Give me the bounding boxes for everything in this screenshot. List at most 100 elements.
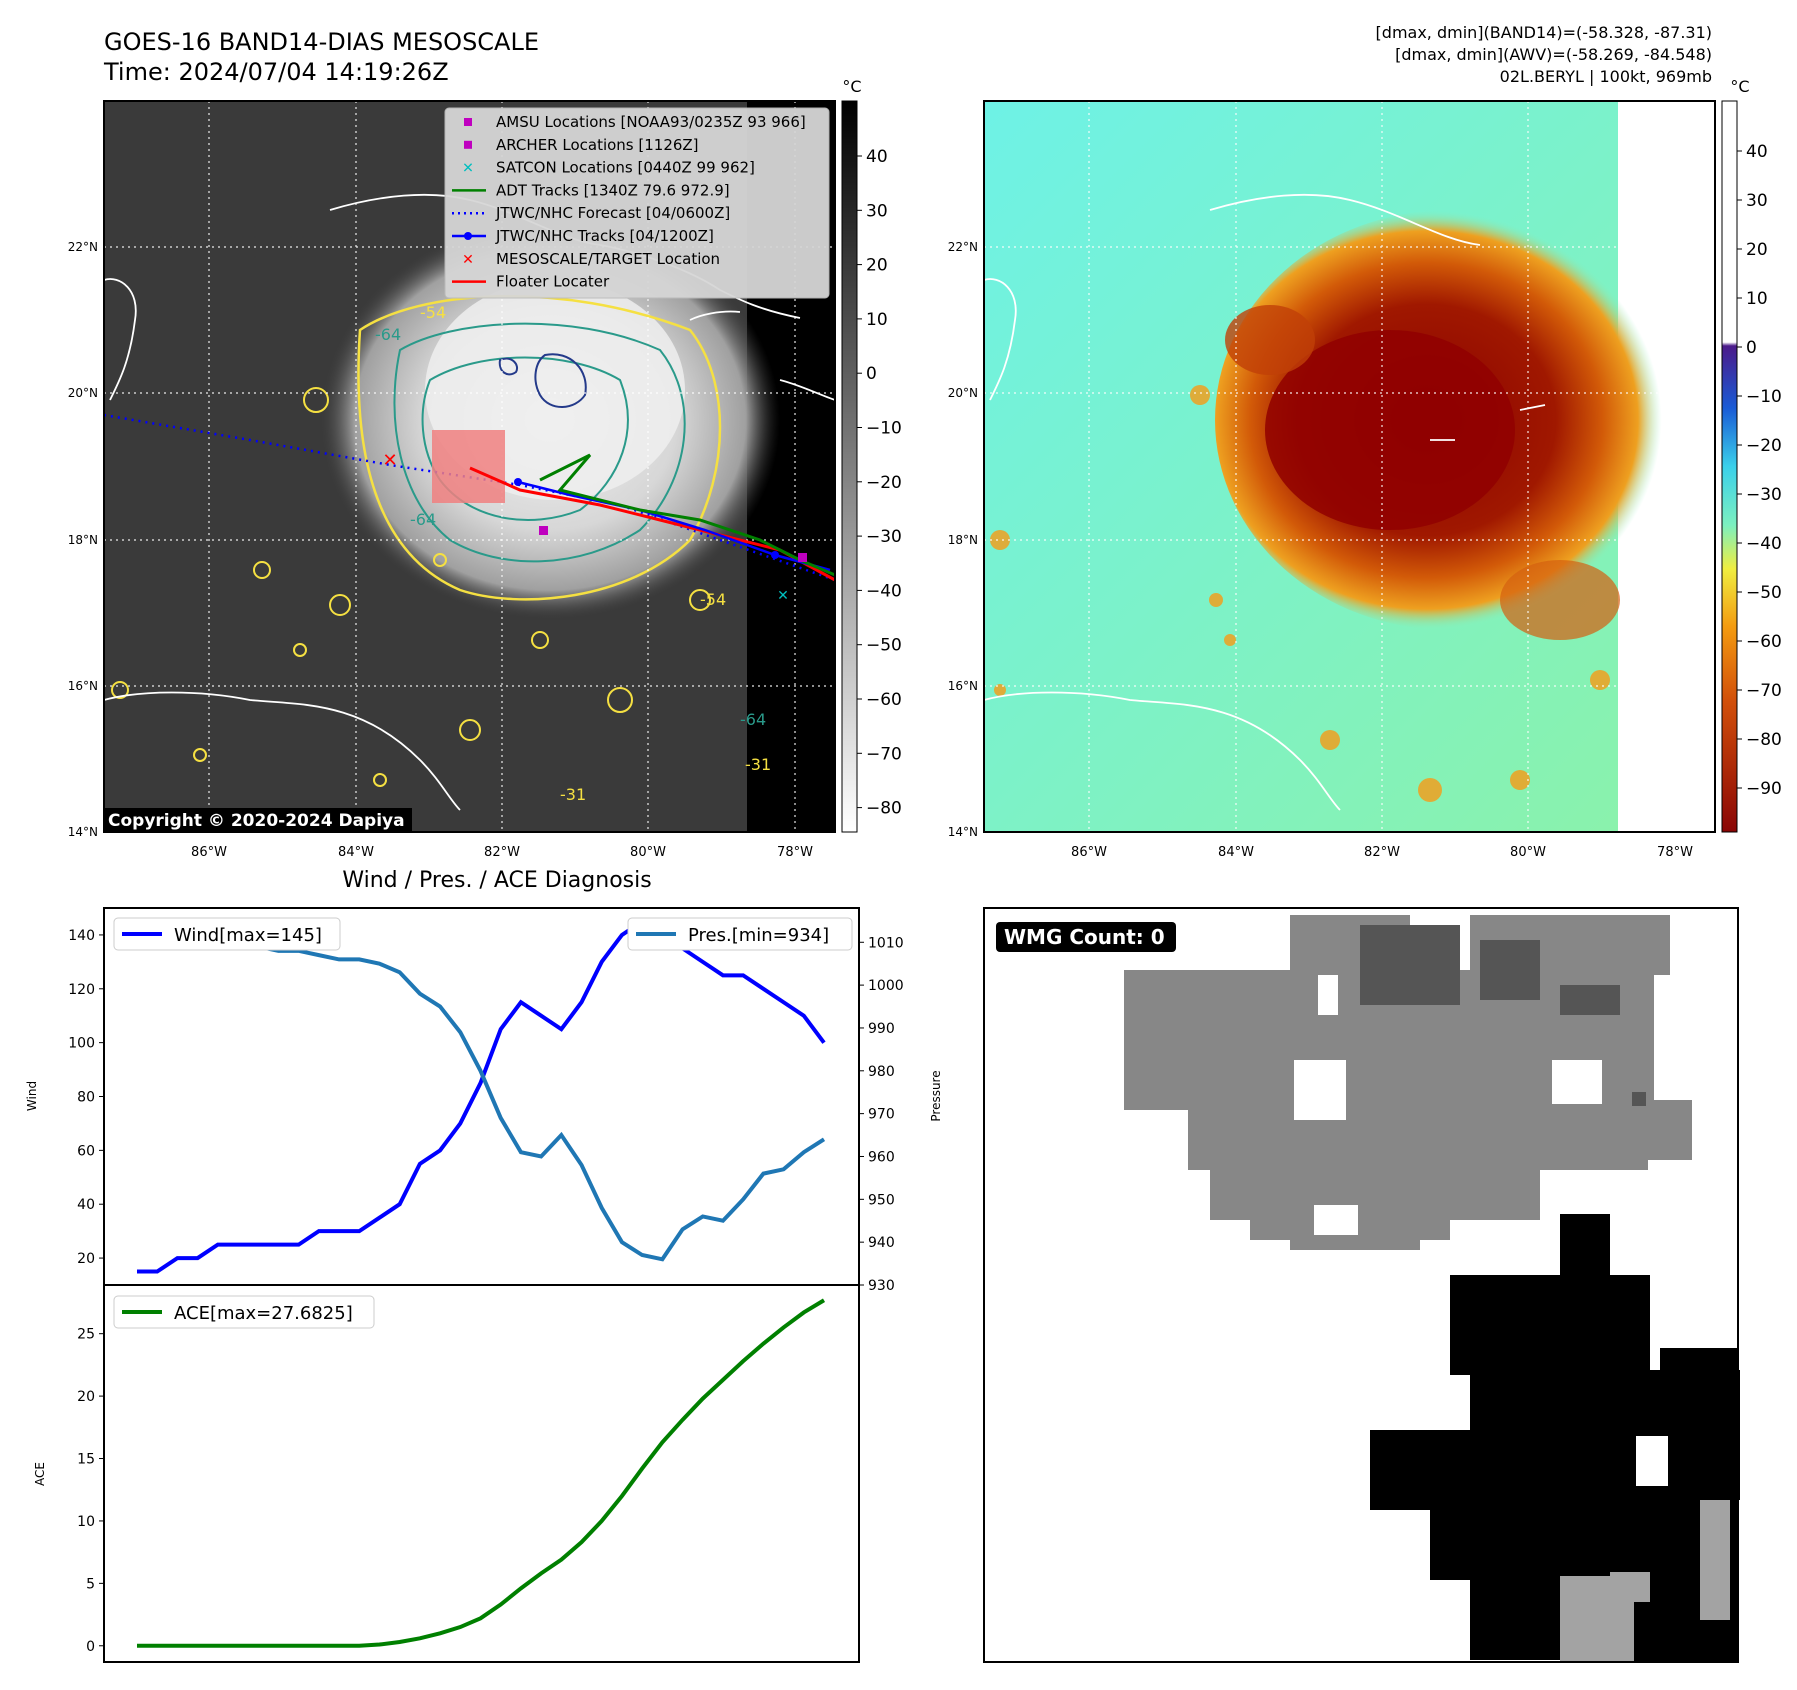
wmg-light-gray-region [1560, 1500, 1730, 1662]
cbar-tick-label: −50 [1746, 583, 1782, 603]
legend-label: JTWC/NHC Forecast [04/0600Z] [495, 204, 730, 222]
lat-tick-label: 14°N [68, 825, 98, 839]
wmg-panel: WMG Count: 0 [983, 907, 1740, 1663]
legend-marker-x: ✕ [462, 161, 474, 177]
cbar-tick-label: −40 [1746, 534, 1782, 554]
pressure-ytick-label: 990 [868, 1021, 895, 1037]
wmg-white-holes [1294, 975, 1602, 1235]
lon-tick-label: 82°W [484, 845, 520, 860]
legend-label: Floater Locater [496, 273, 610, 291]
cbar-tick-label: 10 [866, 310, 888, 330]
pressure-ytick-label: 980 [868, 1064, 895, 1080]
cbar-tick-label: 30 [866, 201, 888, 221]
wind-legend-label: Wind[max=145] [174, 925, 322, 946]
awv-storm-core [1265, 330, 1515, 530]
contour-label: -54 [700, 590, 726, 609]
legend-label: JTWC/NHC Tracks [04/1200Z] [495, 227, 714, 245]
pressure-ytick-label: 930 [868, 1278, 895, 1294]
wind-axis-label: Wind [25, 1081, 39, 1111]
ace-legend-label: ACE[max=27.6825] [174, 1303, 353, 1324]
legend-marker-dot [464, 232, 472, 240]
ir-map-frame [103, 100, 836, 833]
adt-track [539, 453, 836, 577]
pressure-legend-box [627, 917, 853, 951]
chart-title: Wind / Pres. / ACE Diagnosis [342, 868, 651, 893]
cbar-tick-label: −70 [1746, 681, 1782, 701]
lon-tick-label: 84°W [1218, 845, 1254, 860]
lat-tick-label: 16°N [948, 679, 978, 693]
jtwc-track-point [514, 478, 522, 486]
lat-tick-label: 22°N [68, 240, 98, 254]
contour-64 [393, 322, 686, 563]
awv-scattered-convection [990, 385, 1610, 802]
wind-ytick-label: 60 [77, 1143, 95, 1159]
legend-marker-x: ✕ [462, 252, 474, 268]
ir-colorbar-unit: °C [842, 77, 861, 96]
wmg-white-hole [1636, 1436, 1668, 1486]
lon-tick-label: 82°W [1364, 845, 1400, 860]
mesoscale-target-box [432, 430, 505, 503]
pressure-ytick-label: 1010 [868, 935, 904, 951]
cbar-tick-label: −40 [866, 581, 902, 601]
cbar-tick-label: 30 [1746, 191, 1768, 211]
contour-label: -64 [740, 710, 766, 729]
contour-label: -31 [560, 785, 586, 804]
lat-tick-label: 16°N [68, 679, 98, 693]
scattered-convection [111, 387, 711, 787]
ace-legend-box [113, 1295, 375, 1329]
info-line2: [dmax, dmin](AWV)=(-58.269, -84.548) [1395, 45, 1712, 64]
lat-tick-label: 14°N [948, 825, 978, 839]
cbar-tick-label: 0 [1746, 338, 1757, 358]
lat-tick-label: 22°N [948, 240, 978, 254]
cbar-tick-label: −70 [866, 744, 902, 764]
ace-ytick-label: 15 [77, 1452, 95, 1468]
pressure-axis-label: Pressure [929, 1070, 943, 1121]
pressure-ytick-label: 1000 [868, 978, 904, 994]
contour-84 [534, 353, 587, 408]
contour-label-group: -54 -64 -64 -54 -64 -31 -31 [375, 303, 771, 804]
amsu-location-marker [798, 553, 807, 562]
cbar-tick-label: 20 [1746, 240, 1768, 260]
mesoscale-target-marker: ✕ [382, 450, 397, 471]
wind-ytick-label: 20 [77, 1251, 95, 1267]
cbar-tick-label: −90 [1746, 779, 1782, 799]
archer-location-marker [539, 526, 548, 535]
contour-label: -64 [410, 510, 436, 529]
wind-ytick-label: 80 [77, 1090, 95, 1106]
contour-label: -54 [420, 303, 446, 322]
copyright-text: Copyright © 2020-2024 Dapiya [108, 811, 405, 831]
lat-tick-label: 18°N [68, 533, 98, 547]
legend-box [444, 107, 830, 299]
ace-ytick-label: 20 [77, 1389, 95, 1405]
ace-axis-label: ACE [33, 1462, 47, 1486]
jtwc-nhc-track [517, 480, 831, 572]
info-line1: [dmax, dmin](BAND14)=(-58.328, -87.31) [1376, 23, 1712, 42]
cbar-tick-label: −80 [1746, 730, 1782, 750]
lat-tick-label: 20°N [68, 386, 98, 400]
info-line3: 02L.BERYL | 100kt, 969mb [1500, 67, 1712, 86]
lat-tick-label: 20°N [948, 386, 978, 400]
wind-ytick-label: 140 [68, 928, 95, 944]
awv-coastlines [983, 193, 1546, 811]
pressure-ytick-label: 970 [868, 1107, 895, 1123]
wind-pressure-chart: 20 40 60 80 100 120 140 930 940 950 960 970 980 990 10… [25, 907, 943, 1294]
legend-label: AMSU Locations [NOAA93/0235Z 93 966] [496, 113, 806, 131]
legend-marker-square [464, 140, 472, 149]
satcon-location-marker: ✕ [777, 588, 789, 604]
ace-chart: 0 5 10 15 20 25 ACE ACE[max=27.6825] [33, 1284, 860, 1663]
contour-label: -31 [745, 755, 771, 774]
wmg-frame [983, 907, 1739, 1663]
contour-label: -64 [375, 325, 401, 344]
lon-tick-label: 80°W [630, 845, 666, 860]
awv-map [983, 100, 1716, 833]
ir-colorbar: °C 40 30 20 10 0 −10 −20 −30 −40 −50 −60 −70 −80 [841, 77, 902, 833]
awv-colorbar: °C 40 30 20 10 0 −10 −20 −30 −40 −50 −60 −70 −80 −90 [1721, 77, 1782, 833]
lon-tick-label: 78°W [777, 845, 813, 860]
cbar-tick-label: 10 [1746, 289, 1768, 309]
lon-tick-label: 80°W [1510, 845, 1546, 860]
contour-84b [498, 357, 518, 376]
wind-ytick-label: 40 [77, 1197, 95, 1213]
awv-colorbar-gradient [1721, 100, 1738, 833]
lon-tick-label: 86°W [1071, 845, 1107, 860]
awv-map-grid [984, 101, 1715, 832]
